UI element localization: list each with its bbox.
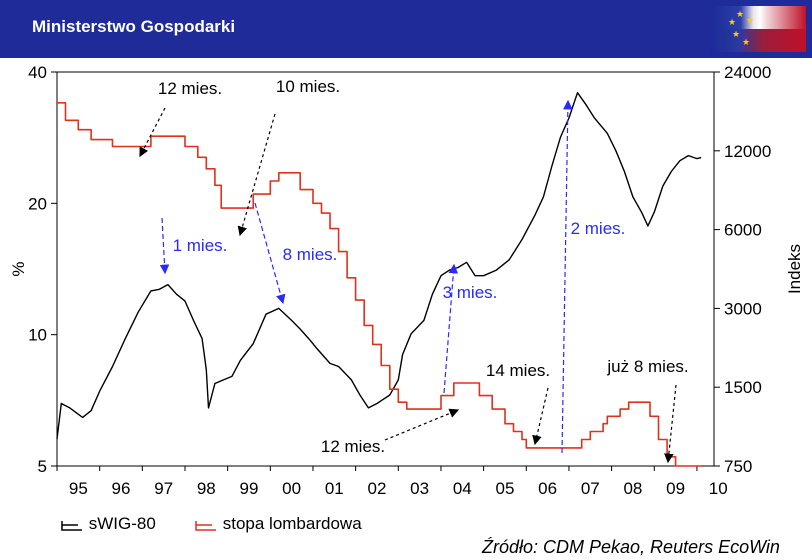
left-tick-label: 5 [38,457,47,476]
annotation-label: 2 mies. [571,219,626,238]
chart: 5 10 20 40 750 1500 3000 6000 12000 24000 95 96 97 98… [9,63,804,498]
x-tick-label: 03 [410,479,429,498]
x-tick-label: 97 [154,479,173,498]
annotation-label: 1 mies. [173,236,228,255]
x-tick-label: 00 [282,479,301,498]
legend-swatch-black [61,520,82,531]
line-stopa-lombardowa [57,102,702,467]
x-tick-label: 95 [69,479,88,498]
star-icon: ★ [746,15,755,25]
star-icon: ★ [742,37,751,47]
header-title: Ministerstwo Gospodarki [32,17,236,36]
annotation-arrows [139,99,677,464]
axis-labels: 5 10 20 40 750 1500 3000 6000 12000 24000 95 96 97 98… [9,63,804,498]
annotation-arrow [664,384,677,464]
x-tick-label: 05 [495,479,514,498]
x-tick-label: 10 [709,479,728,498]
legend-swatch-red [195,520,216,531]
legend-item-stopa: stopa lombardowa [194,514,362,534]
annotation-label: 8 mies. [283,245,338,264]
star-icon: ★ [732,29,741,39]
x-tick-label: 01 [325,479,344,498]
annotation-label: 12 mies. [321,437,385,456]
x-tick-label: 06 [538,479,557,498]
annotations: 12 mies. 10 mies. 1 mies. 8 mies. 3 mies. 2 m… [158,77,689,456]
axis-ticks [51,71,720,471]
header-bar: Ministerstwo Gospodarki ★ ★ ★ ★ ★ [0,0,812,58]
right-tick-label: 24000 [724,63,771,82]
right-tick-label: 3000 [724,299,762,318]
x-tick-label: 98 [197,479,216,498]
annotation-label: 12 mies. [158,79,222,98]
legend-label-stopa: stopa lombardowa [222,514,362,533]
x-tick-label: 08 [623,479,642,498]
left-tick-label: 40 [28,63,47,82]
x-tick-label: 02 [368,479,387,498]
annotation-arrow [384,408,460,441]
x-tick-label: 96 [112,479,131,498]
annotation-label: już 8 mies. [606,357,688,376]
annotation-arrow [561,99,573,454]
annotation-arrow [237,113,276,237]
star-icon: ★ [728,17,737,27]
annotation-label: 14 mies. [486,361,550,380]
right-axis-title: Indeks [785,244,804,294]
x-tick-label: 04 [453,479,472,498]
annotation-label: 3 mies. [443,283,498,302]
x-tick-label: 07 [581,479,600,498]
right-tick-label: 12000 [724,142,771,161]
x-tick-label: 09 [666,479,685,498]
plot-frame [56,71,715,467]
legend-item-swig80: sWIG-80 [60,514,156,534]
eu-poland-flag-logo: ★ ★ ★ ★ ★ [710,6,806,52]
annotation-arrow [254,202,286,305]
line-swig80 [56,92,702,440]
source-note: Źródło: CDM Pekao, Reuters EcoWin [482,537,780,557]
annotation-label: 10 mies. [276,77,340,96]
annotation-arrow [443,263,459,394]
right-tick-label: 6000 [724,221,762,240]
star-icon: ★ [736,9,745,19]
series-lines [56,92,702,467]
left-tick-label: 20 [28,194,47,213]
left-tick-label: 10 [28,326,47,345]
left-axis-title: % [9,261,28,276]
right-tick-label: 750 [724,457,752,476]
legend-label-swig80: sWIG-80 [88,514,156,533]
right-tick-label: 1500 [724,378,762,397]
annotation-arrow [159,217,170,275]
x-tick-label: 99 [240,479,259,498]
